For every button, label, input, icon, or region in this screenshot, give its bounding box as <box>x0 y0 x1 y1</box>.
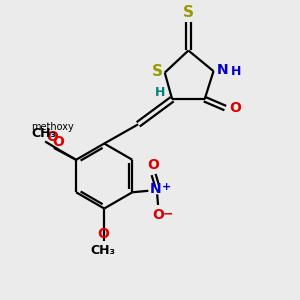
Text: O: O <box>148 158 160 172</box>
Text: methoxy: methoxy <box>31 122 74 132</box>
Text: H: H <box>154 86 165 99</box>
Text: O: O <box>229 101 241 115</box>
Text: S: S <box>183 5 194 20</box>
Text: S: S <box>152 64 162 79</box>
Text: −: − <box>163 208 174 221</box>
Text: CH₃: CH₃ <box>90 244 115 257</box>
Text: O: O <box>46 130 58 144</box>
Text: +: + <box>162 182 171 192</box>
Text: N: N <box>217 63 229 77</box>
Text: CH₃: CH₃ <box>31 127 56 140</box>
Text: O: O <box>52 135 64 149</box>
Text: N: N <box>150 182 162 196</box>
Text: O: O <box>153 208 165 222</box>
Text: H: H <box>231 65 241 78</box>
Text: O: O <box>97 227 109 241</box>
